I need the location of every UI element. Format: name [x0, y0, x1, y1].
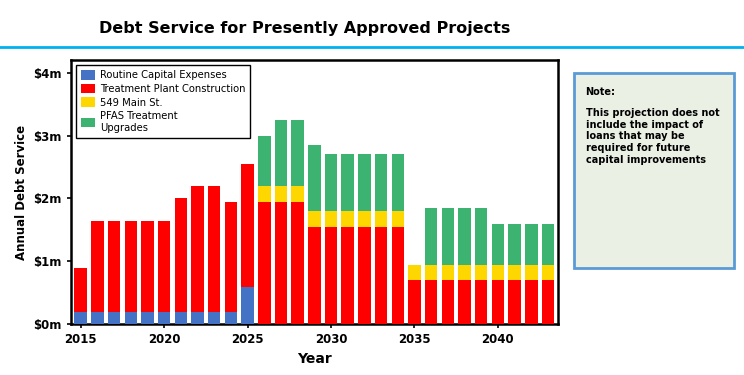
Bar: [292, 186, 304, 202]
Bar: [425, 280, 437, 324]
Bar: [325, 227, 337, 324]
Bar: [492, 265, 504, 280]
Bar: [425, 208, 437, 265]
FancyBboxPatch shape: [574, 73, 734, 268]
Bar: [275, 186, 287, 202]
Bar: [341, 154, 354, 211]
Bar: [341, 211, 354, 227]
Bar: [208, 312, 220, 324]
Bar: [175, 198, 187, 312]
Text: Debt Service for Presently Approved Projects: Debt Service for Presently Approved Proj…: [100, 21, 510, 36]
Bar: [141, 312, 154, 324]
Bar: [141, 220, 154, 312]
Bar: [525, 280, 538, 324]
Bar: [124, 220, 137, 312]
Bar: [358, 154, 371, 211]
Bar: [308, 145, 321, 211]
Y-axis label: Annual Debt Service: Annual Debt Service: [15, 124, 28, 260]
Bar: [292, 120, 304, 186]
Bar: [325, 154, 337, 211]
Bar: [458, 265, 471, 280]
Bar: [241, 164, 254, 286]
Bar: [391, 227, 404, 324]
Legend: Routine Capital Expenses, Treatment Plant Construction, 549 Main St., PFAS Treat: Routine Capital Expenses, Treatment Plan…: [76, 65, 250, 138]
Bar: [108, 312, 121, 324]
Bar: [475, 208, 487, 265]
Bar: [341, 227, 354, 324]
Text: Note:: Note:: [586, 87, 615, 97]
Bar: [375, 211, 388, 227]
Bar: [108, 220, 121, 312]
Bar: [308, 211, 321, 227]
Bar: [492, 224, 504, 265]
Bar: [375, 154, 388, 211]
Bar: [408, 265, 421, 280]
Bar: [425, 265, 437, 280]
Bar: [325, 211, 337, 227]
Bar: [358, 211, 371, 227]
Bar: [542, 265, 554, 280]
Bar: [74, 312, 87, 324]
Bar: [442, 208, 454, 265]
Bar: [175, 312, 187, 324]
Bar: [158, 312, 170, 324]
Text: This projection does not
include the impact of
loans that may be
required for fu: This projection does not include the imp…: [586, 108, 719, 165]
Bar: [208, 186, 220, 312]
X-axis label: Year: Year: [297, 352, 332, 366]
Bar: [191, 312, 204, 324]
Bar: [542, 224, 554, 265]
Bar: [542, 280, 554, 324]
Bar: [391, 211, 404, 227]
Bar: [258, 202, 271, 324]
Bar: [191, 186, 204, 312]
Bar: [124, 312, 137, 324]
Bar: [391, 154, 404, 211]
Bar: [525, 224, 538, 265]
Bar: [241, 286, 254, 324]
Bar: [225, 202, 237, 312]
Bar: [508, 265, 521, 280]
Bar: [475, 280, 487, 324]
Bar: [258, 135, 271, 186]
Bar: [508, 280, 521, 324]
Bar: [458, 280, 471, 324]
Bar: [275, 202, 287, 324]
Bar: [442, 280, 454, 324]
Bar: [74, 268, 87, 312]
Bar: [292, 202, 304, 324]
Bar: [475, 265, 487, 280]
Bar: [375, 227, 388, 324]
Bar: [225, 312, 237, 324]
Bar: [91, 220, 103, 312]
Bar: [258, 186, 271, 202]
Bar: [275, 120, 287, 186]
Bar: [525, 265, 538, 280]
Bar: [158, 220, 170, 312]
Bar: [508, 224, 521, 265]
Bar: [442, 265, 454, 280]
Bar: [308, 227, 321, 324]
Bar: [492, 280, 504, 324]
Bar: [358, 227, 371, 324]
Bar: [408, 280, 421, 324]
Bar: [91, 312, 103, 324]
Bar: [458, 208, 471, 265]
